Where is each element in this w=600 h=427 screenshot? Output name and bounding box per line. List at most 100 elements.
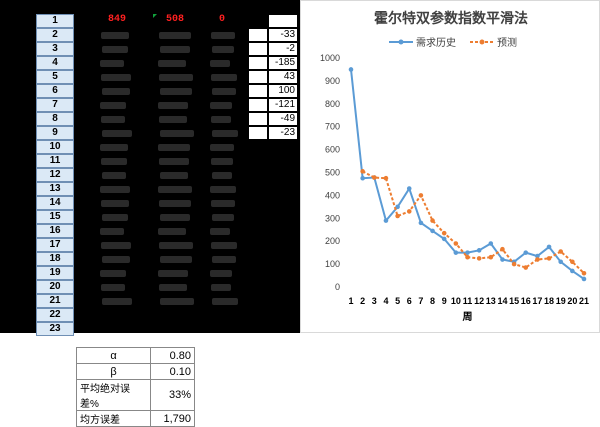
empty-cell[interactable] — [248, 112, 268, 126]
empty-cell[interactable] — [248, 126, 268, 140]
data-point-1 — [383, 175, 389, 181]
diff-cell[interactable]: -49 — [268, 112, 298, 126]
row-header-10[interactable]: 10 — [36, 140, 74, 154]
param-label-alpha: α — [76, 347, 151, 364]
x-tick-label: 17 — [532, 296, 542, 306]
diff-cell[interactable] — [268, 14, 298, 28]
row-header-13[interactable]: 13 — [36, 182, 74, 196]
diff-cell[interactable]: 43 — [268, 70, 298, 84]
empty-cell[interactable] — [248, 70, 268, 84]
empty-cell[interactable] — [248, 42, 268, 56]
x-tick-label: 8 — [430, 296, 435, 306]
cell-c1-value[interactable]: 508 — [165, 14, 184, 25]
blurred-cell-text — [210, 186, 236, 193]
diff-cell[interactable]: -33 — [268, 28, 298, 42]
data-point-1 — [500, 246, 505, 252]
data-point-0 — [348, 67, 354, 72]
blurred-cell-text — [100, 270, 126, 277]
blurred-cell-text — [100, 144, 128, 151]
y-tick-label: 400 — [325, 190, 340, 200]
data-point-1 — [465, 254, 470, 260]
y-tick-label: 100 — [325, 259, 340, 269]
data-point-0 — [395, 204, 400, 210]
param-row-mape: 平均绝对误差% 33% — [76, 379, 195, 411]
param-value-mape[interactable]: 33% — [150, 379, 195, 411]
row-header-11[interactable]: 11 — [36, 154, 74, 168]
blurred-cell-text — [212, 214, 234, 221]
x-tick-label: 4 — [383, 296, 388, 306]
diff-cell[interactable]: -121 — [268, 98, 298, 112]
blurred-cell-text — [160, 130, 194, 137]
blurred-cell-text — [210, 102, 232, 109]
blurred-cell-text — [212, 256, 236, 263]
x-tick-label: 9 — [442, 296, 447, 306]
row-header-6[interactable]: 6 — [36, 84, 74, 98]
diff-cell[interactable]: 100 — [268, 84, 298, 98]
blurred-cell-text — [102, 130, 132, 137]
blurred-cell-text — [159, 242, 193, 249]
data-point-1 — [441, 230, 447, 236]
row-header-21[interactable]: 21 — [36, 294, 74, 308]
data-point-1 — [546, 256, 552, 261]
cell-d1-value[interactable]: 0 — [218, 14, 225, 25]
diff-cell[interactable]: -2 — [268, 42, 298, 56]
row-header-8[interactable]: 8 — [36, 112, 74, 126]
blurred-cell-text — [210, 60, 230, 67]
row-header-column: 1 2 3 4 5 6 7 8 9 10 11 12 13 14 15 16 17 18 19 20 21 22 23 — [36, 0, 74, 336]
x-tick-label: 3 — [372, 296, 377, 306]
x-tick-label: 7 — [418, 296, 423, 306]
row-header-16[interactable]: 16 — [36, 224, 74, 238]
data-point-0 — [523, 250, 529, 255]
chart-title: 霍尔特双参数指数平滑法 — [374, 10, 528, 26]
row-header-9[interactable]: 9 — [36, 126, 74, 140]
diff-cell[interactable]: -23 — [268, 126, 298, 140]
blurred-cell-text — [212, 172, 232, 179]
empty-cell[interactable] — [248, 56, 268, 70]
row-header-3[interactable]: 3 — [36, 42, 74, 56]
blurred-cell-text — [159, 32, 191, 39]
param-label-mape: 平均绝对误差% — [76, 379, 151, 411]
param-value-beta[interactable]: 0.10 — [150, 363, 195, 380]
row-header-15[interactable]: 15 — [36, 210, 74, 224]
data-point-0 — [441, 236, 447, 242]
row-header-22[interactable]: 22 — [36, 308, 74, 322]
y-tick-label: 800 — [325, 99, 340, 109]
row-header-19[interactable]: 19 — [36, 266, 74, 280]
row-header-12[interactable]: 12 — [36, 168, 74, 182]
diff-cell[interactable]: -185 — [268, 56, 298, 70]
row-header-14[interactable]: 14 — [36, 196, 74, 210]
param-label-beta: β — [76, 363, 151, 380]
row-header-5[interactable]: 5 — [36, 70, 74, 84]
row-header-23[interactable]: 23 — [36, 322, 74, 336]
row-header-7[interactable]: 7 — [36, 98, 74, 112]
y-tick-label: 1000 — [320, 53, 340, 63]
blurred-cell-text — [102, 298, 132, 305]
data-point-1 — [488, 254, 494, 260]
blurred-cell-text — [212, 88, 236, 95]
row-header-1[interactable]: 1 — [36, 14, 74, 28]
blurred-cell-text — [100, 228, 124, 235]
x-tick-label: 2 — [360, 296, 365, 306]
blurred-cell-text — [101, 200, 129, 207]
row-header-20[interactable]: 20 — [36, 280, 74, 294]
data-point-0 — [383, 218, 389, 223]
empty-cell[interactable] — [248, 98, 268, 112]
y-tick-label: 600 — [325, 145, 340, 155]
row-header-2[interactable]: 2 — [36, 28, 74, 42]
empty-cell[interactable] — [248, 28, 268, 42]
x-tick-label: 20 — [567, 296, 577, 306]
empty-cell[interactable] — [248, 84, 268, 98]
data-point-0 — [465, 250, 470, 255]
row-header-17[interactable]: 17 — [36, 238, 74, 252]
data-point-1 — [372, 175, 377, 180]
data-point-0 — [406, 186, 412, 191]
x-tick-label: 6 — [407, 296, 412, 306]
row-header-18[interactable]: 18 — [36, 252, 74, 266]
data-point-1 — [406, 209, 412, 214]
param-value-alpha[interactable]: 0.80 — [150, 347, 195, 364]
spreadsheet-area: 1 2 3 4 5 6 7 8 9 10 11 12 13 14 15 16 17 18 19 20 21 22 23 84… — [0, 0, 300, 336]
legend-label-demand: 需求历史 — [416, 38, 456, 49]
row-header-4[interactable]: 4 — [36, 56, 74, 70]
cell-b1-value[interactable]: 849 — [107, 14, 126, 25]
chart-container[interactable]: 霍尔特双参数指数平滑法 需求历史 预测 0 100 200 300 400 500 600 7… — [300, 0, 600, 333]
